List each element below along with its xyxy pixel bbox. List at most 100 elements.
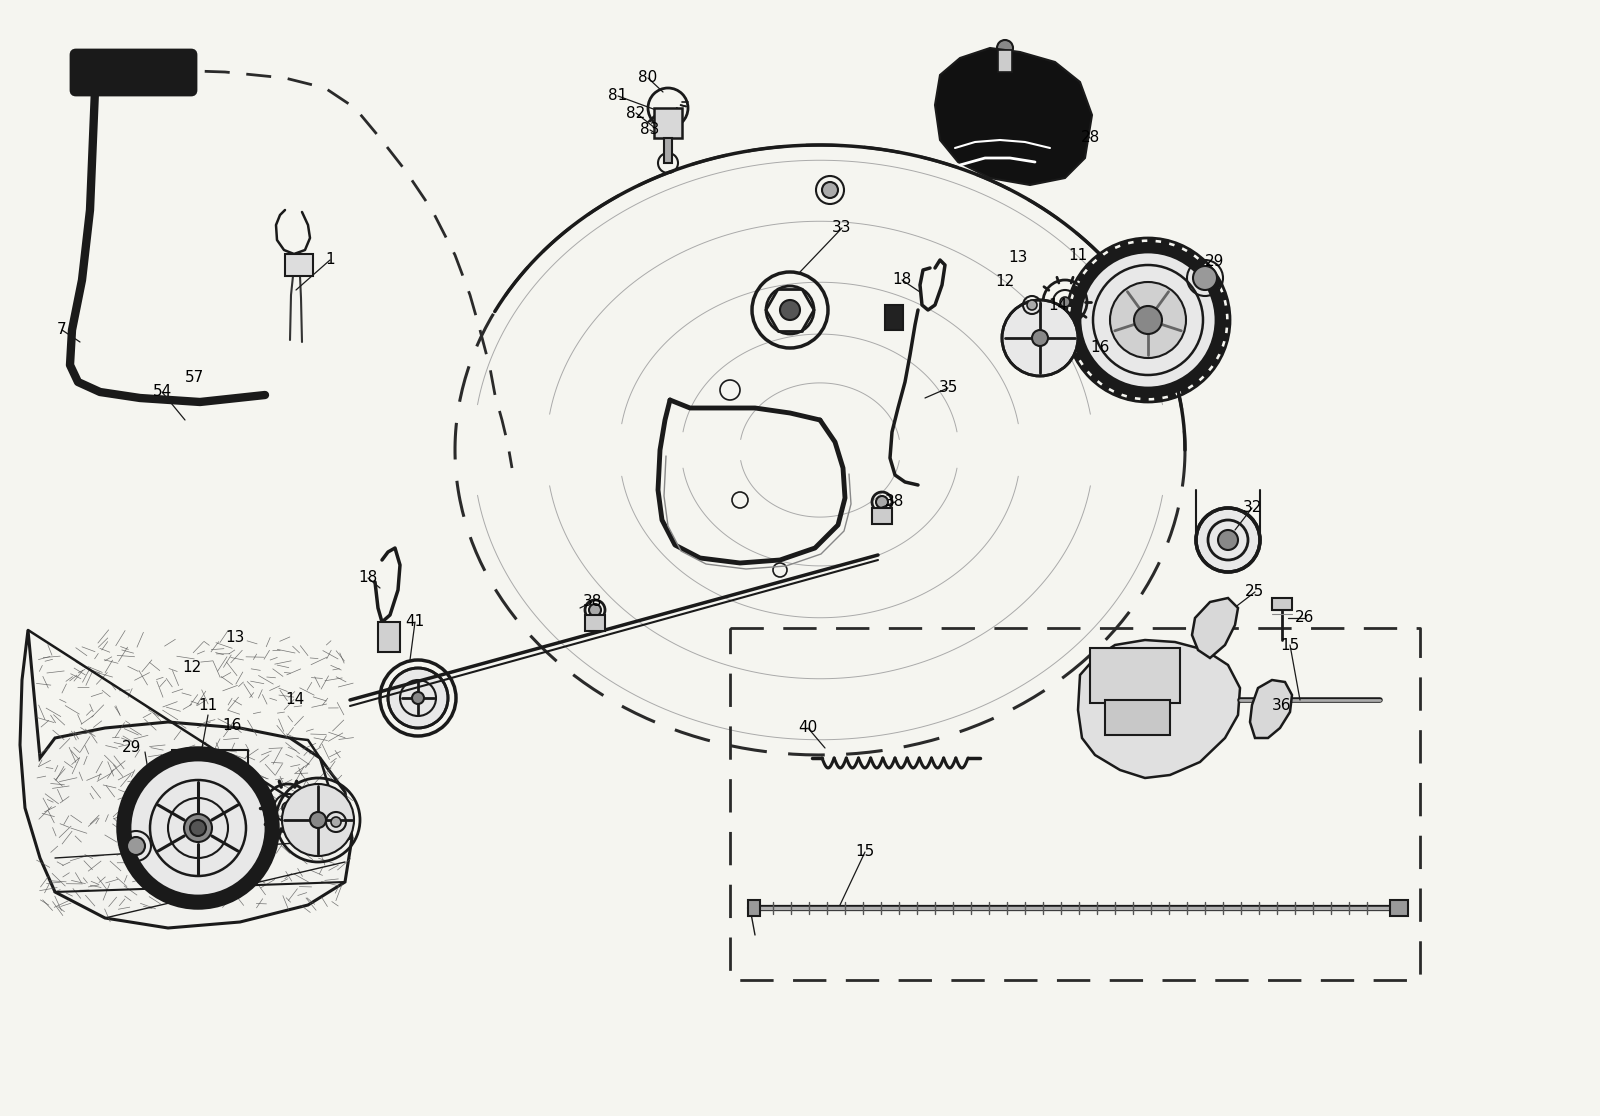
Polygon shape	[1186, 249, 1195, 259]
Circle shape	[1070, 242, 1226, 398]
Text: 80: 80	[638, 70, 658, 86]
Text: 15: 15	[856, 845, 875, 859]
Polygon shape	[1096, 253, 1106, 263]
Bar	[749, 899, 760, 916]
Polygon shape	[1078, 639, 1240, 778]
Circle shape	[130, 760, 266, 896]
Text: 12: 12	[182, 661, 202, 675]
Text: 28: 28	[1080, 131, 1099, 145]
Circle shape	[1194, 266, 1218, 290]
Text: 33: 33	[832, 221, 851, 235]
Text: 15: 15	[1280, 637, 1299, 653]
Circle shape	[387, 668, 448, 728]
Bar	[1090, 648, 1181, 703]
Polygon shape	[1213, 279, 1222, 289]
Circle shape	[126, 837, 146, 855]
Bar	[586, 615, 605, 631]
Polygon shape	[1074, 352, 1083, 360]
Text: 26: 26	[1296, 610, 1315, 625]
Polygon shape	[1066, 327, 1075, 334]
Circle shape	[282, 785, 354, 856]
Text: 29: 29	[1205, 254, 1224, 269]
Bar	[664, 138, 672, 163]
Text: 25: 25	[1245, 585, 1264, 599]
Polygon shape	[1208, 357, 1219, 367]
Circle shape	[1080, 252, 1216, 388]
Text: 35: 35	[938, 381, 958, 395]
Bar	[872, 508, 893, 525]
Bar	[998, 50, 1013, 73]
Circle shape	[282, 802, 294, 814]
Circle shape	[331, 817, 341, 827]
Text: 14: 14	[1048, 298, 1067, 312]
Polygon shape	[1221, 306, 1230, 314]
Polygon shape	[1195, 257, 1206, 268]
Polygon shape	[1066, 312, 1074, 320]
Text: 13: 13	[1008, 250, 1027, 266]
Circle shape	[1110, 282, 1186, 358]
Circle shape	[1032, 330, 1048, 346]
Polygon shape	[1190, 377, 1200, 387]
Circle shape	[877, 496, 888, 508]
Circle shape	[1126, 702, 1158, 734]
Text: 13: 13	[226, 631, 245, 645]
Text: 1: 1	[325, 252, 334, 268]
Text: 12: 12	[995, 275, 1014, 289]
Circle shape	[781, 300, 800, 320]
Text: 18: 18	[893, 272, 912, 288]
Polygon shape	[1214, 345, 1226, 355]
Polygon shape	[1192, 598, 1238, 658]
Text: 54: 54	[152, 385, 171, 400]
Polygon shape	[1067, 299, 1077, 307]
Bar	[1106, 700, 1170, 735]
Circle shape	[310, 812, 326, 828]
Polygon shape	[1218, 292, 1227, 301]
Text: 16: 16	[1090, 340, 1110, 356]
Polygon shape	[1205, 268, 1214, 278]
Circle shape	[118, 748, 278, 908]
Polygon shape	[1077, 273, 1088, 283]
Polygon shape	[19, 631, 352, 929]
Text: 18: 18	[358, 570, 378, 586]
FancyBboxPatch shape	[70, 50, 195, 95]
Polygon shape	[1149, 238, 1155, 247]
Text: 29: 29	[122, 741, 142, 756]
Circle shape	[1218, 530, 1238, 550]
Polygon shape	[1162, 239, 1170, 249]
Polygon shape	[1090, 373, 1101, 383]
Polygon shape	[1200, 367, 1211, 378]
Polygon shape	[1120, 241, 1130, 250]
Text: 57: 57	[186, 371, 205, 385]
Circle shape	[1059, 297, 1070, 307]
Polygon shape	[934, 48, 1091, 185]
Text: 11: 11	[1069, 248, 1088, 262]
Polygon shape	[1069, 339, 1078, 348]
Polygon shape	[1082, 363, 1091, 373]
Circle shape	[1134, 306, 1162, 334]
Bar	[885, 305, 902, 330]
Text: 7: 7	[58, 323, 67, 337]
Polygon shape	[1070, 286, 1082, 295]
Bar	[654, 108, 682, 138]
Bar	[378, 622, 400, 652]
Text: 11: 11	[198, 698, 218, 712]
Polygon shape	[1173, 243, 1182, 253]
Text: 38: 38	[885, 494, 904, 510]
Polygon shape	[1166, 389, 1176, 400]
Polygon shape	[1114, 387, 1123, 397]
Text: 16: 16	[222, 718, 242, 732]
Text: 82: 82	[626, 106, 646, 121]
Polygon shape	[1134, 239, 1141, 247]
Circle shape	[822, 182, 838, 198]
Polygon shape	[1101, 381, 1110, 391]
Circle shape	[413, 692, 424, 704]
Circle shape	[1197, 508, 1261, 573]
Polygon shape	[1219, 333, 1229, 341]
Polygon shape	[1155, 393, 1162, 402]
Text: 83: 83	[640, 123, 659, 137]
Bar	[1272, 598, 1293, 610]
Text: 36: 36	[1272, 698, 1291, 712]
Polygon shape	[1141, 394, 1149, 402]
Polygon shape	[1107, 246, 1117, 256]
Text: 81: 81	[608, 88, 627, 104]
